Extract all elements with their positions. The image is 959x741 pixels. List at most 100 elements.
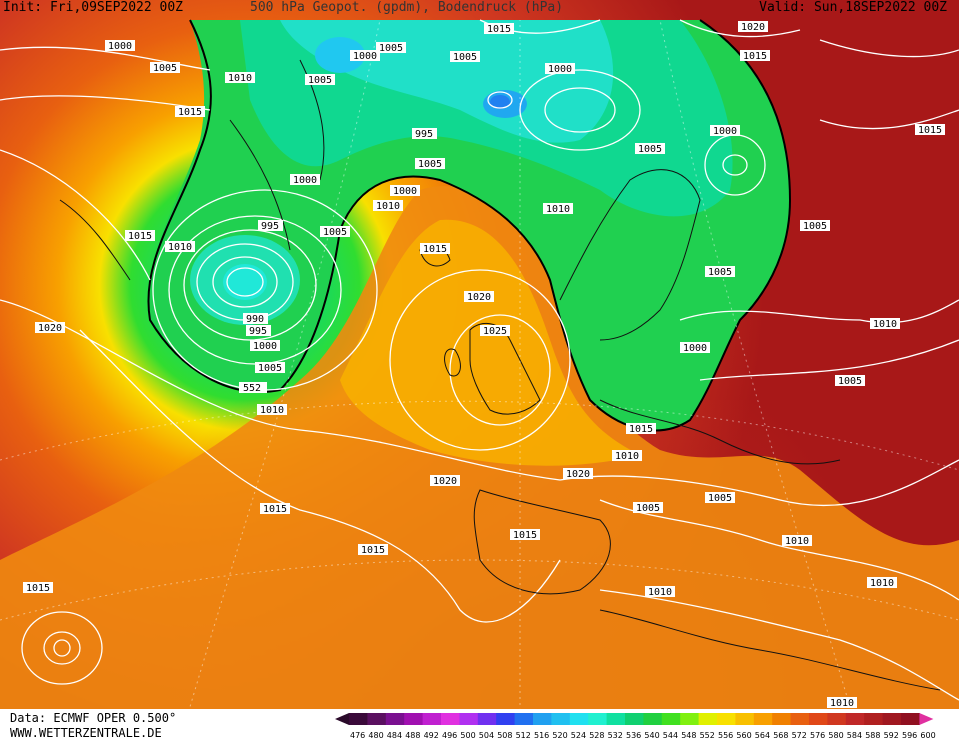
colorbar-tick-label: 544 [663, 731, 678, 740]
isobar-label: 1000 [713, 126, 737, 137]
isobar-label: 1000 [393, 186, 417, 197]
colorbar-right-arrow [919, 713, 934, 725]
isobar-label: 1005 [453, 52, 477, 63]
isobar-label: 995 [261, 221, 279, 232]
colorbar-tick-label: 476 [350, 731, 365, 740]
colorbar-tick-label: 492 [424, 731, 439, 740]
colorbar-swatch [901, 713, 920, 725]
blue-patch [315, 37, 365, 73]
isobar-label: 1020 [741, 22, 765, 33]
colorbar-tick-label: 508 [497, 731, 512, 740]
isobar-label: 1010 [260, 405, 284, 416]
colorbar-swatch [477, 713, 497, 725]
colorbar-swatch [680, 713, 700, 725]
isobar-label: 1015 [743, 51, 767, 62]
isobar-label: 1015 [128, 231, 152, 242]
colorbar-tick-label: 556 [718, 731, 733, 740]
colorbar-swatch [459, 713, 479, 725]
isobar-label: 1010 [228, 73, 252, 84]
colorbar-tick-label: 516 [534, 731, 549, 740]
colorbar-tick-label: 592 [884, 731, 899, 740]
colorbar-tick-label: 496 [442, 731, 457, 740]
isobar-label: 1015 [263, 504, 287, 515]
colorbar-swatch [717, 713, 736, 725]
isobar-label: 1000 [353, 51, 377, 62]
isobars [0, 19, 959, 701]
isobar-label: 1015 [423, 244, 447, 255]
low-center-north-core [490, 95, 510, 109]
isobar-label: 1005 [638, 144, 662, 155]
isobar-label: 1005 [708, 493, 732, 504]
colorbar-tick-label: 488 [405, 731, 420, 740]
colorbar-tick-label: 484 [387, 731, 402, 740]
ridge-core [340, 219, 640, 466]
isobar-label: 1015 [918, 125, 942, 136]
colorbar-tick-label: 480 [368, 731, 383, 740]
isobar-label: 1015 [513, 530, 537, 541]
colorbar-swatch [882, 713, 902, 725]
isobar-label: 990 [246, 314, 264, 325]
colorbar-tick-label: 528 [589, 731, 604, 740]
colorbar-tick-label: 532 [608, 731, 623, 740]
colorbar-swatch [385, 713, 405, 725]
map-title: 500 hPa Geopot. (gpdm), Bodendruck (hPa) [250, 0, 564, 15]
isobar-label: 1025 [483, 326, 507, 337]
colorbar-tick-label: 520 [552, 731, 567, 740]
colorbar-tick-label: 536 [626, 731, 641, 740]
isobar-label: 1010 [376, 201, 400, 212]
isobar-label: 1000 [253, 341, 277, 352]
isobar-label: 1000 [293, 175, 317, 186]
colorbar-swatch [551, 713, 571, 725]
isobar-label: 1015 [487, 24, 511, 35]
isobar-label: 1005 [258, 363, 282, 374]
init-time: Init: Fri,09SEP2022 00Z [3, 0, 184, 15]
colorbar-swatch [422, 713, 442, 725]
colorbar-swatch [790, 713, 810, 725]
isobar-label: 1010 [870, 578, 894, 589]
colorbar-tick-label: 548 [681, 731, 696, 740]
isobar-label: 1015 [629, 424, 653, 435]
colorbar-tick-label: 500 [460, 731, 475, 740]
isobar-label: 995 [415, 129, 433, 140]
isobar-label: 1020 [38, 323, 62, 334]
colorbar-left-arrow [335, 713, 349, 725]
isobar-label: 1010 [648, 587, 672, 598]
colorbar-swatch [496, 713, 516, 725]
isobar-label: 1005 [636, 503, 660, 514]
colorbar-swatch [606, 713, 626, 725]
isobar-label: 1010 [546, 204, 570, 215]
colorbar-tick-label: 564 [755, 731, 770, 740]
data-source: Data: ECMWF OPER 0.500° [10, 711, 177, 725]
colorbar-tick-label: 588 [865, 731, 880, 740]
colorbar-swatch [404, 713, 424, 725]
isobar-label: 1000 [683, 343, 707, 354]
colorbar-swatch [588, 713, 608, 725]
colorbar-swatch [845, 713, 865, 725]
isobar-label: 1005 [323, 227, 347, 238]
isobar-label: 1010 [785, 536, 809, 547]
website: WWW.WETTERZENTRALE.DE [10, 726, 162, 740]
isobar-label: 1005 [418, 159, 442, 170]
colorbar-tick-label: 600 [920, 731, 935, 740]
isobar-label: 1000 [108, 41, 132, 52]
isobar-label: 1015 [178, 107, 202, 118]
colorbar-swatch [772, 713, 792, 725]
colorbar-swatch [864, 713, 884, 725]
label-552: 552 [243, 383, 261, 394]
colorbar-tick-label: 576 [810, 731, 825, 740]
isobar-label: 1020 [566, 469, 590, 480]
colorbar-swatch [441, 713, 460, 725]
isobar-label: 1005 [838, 376, 862, 387]
colorbar-swatch [569, 713, 589, 725]
isobar-label: 1020 [467, 292, 491, 303]
isobar-label: 1000 [548, 64, 572, 75]
colorbar-tick-label: 512 [516, 731, 531, 740]
colorbar-swatch [625, 713, 644, 725]
isobar-label: 1015 [26, 583, 50, 594]
colorbar-swatch [753, 713, 773, 725]
isobar-label: 1010 [830, 698, 854, 709]
colorbar-swatch [661, 713, 681, 725]
low-center-west-core [223, 264, 267, 300]
colorbar: 476 480 484 488 492 496 500 504 508 512 516 520 524 5… [335, 713, 936, 740]
